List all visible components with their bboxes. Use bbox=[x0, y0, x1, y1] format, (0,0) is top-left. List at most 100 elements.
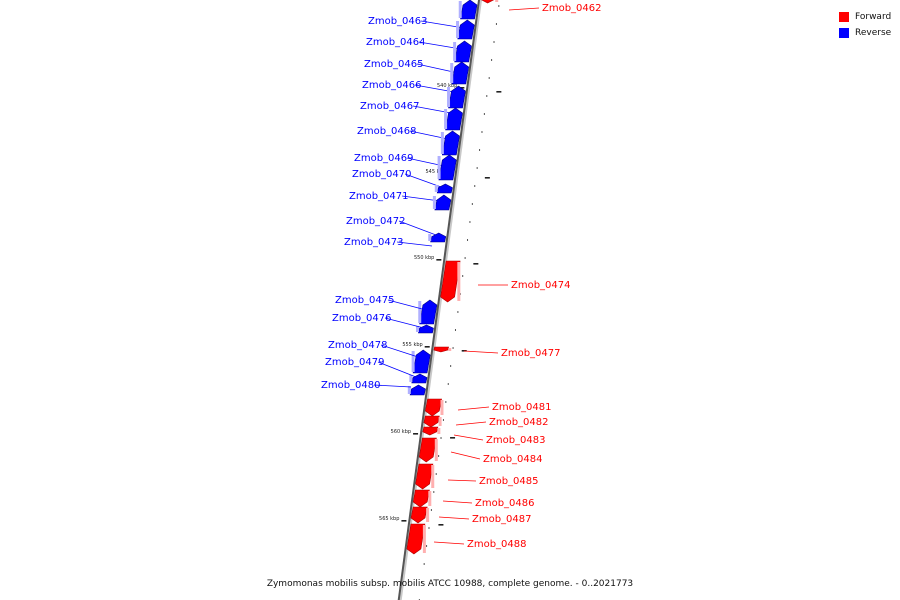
gene-label[interactable]: Zmob_0483 bbox=[486, 435, 546, 446]
legend-item-reverse: Reverse bbox=[839, 25, 891, 41]
forward-swatch bbox=[839, 12, 849, 22]
gene-arrow[interactable] bbox=[412, 489, 430, 508]
gene-leader-line bbox=[387, 299, 427, 311]
tick-label: 560 kbp bbox=[391, 429, 411, 435]
gene-shadow bbox=[444, 109, 448, 129]
gene-arrow[interactable] bbox=[418, 324, 434, 334]
gene-arrow[interactable] bbox=[411, 373, 428, 384]
gene-shadow bbox=[440, 132, 444, 154]
legend-item-forward: Forward bbox=[839, 9, 891, 25]
gene-leader-line bbox=[380, 344, 419, 358]
gene-arrow[interactable] bbox=[448, 85, 466, 109]
gene-shadow bbox=[440, 400, 444, 415]
gene-label[interactable]: Zmob_0473 bbox=[344, 237, 404, 248]
gene-label[interactable]: Zmob_0488 bbox=[467, 539, 527, 550]
gene-label[interactable]: Zmob_0474 bbox=[511, 280, 571, 291]
gene-label[interactable]: Zmob_0476 bbox=[332, 313, 392, 324]
gene-label[interactable]: Zmob_0462 bbox=[542, 3, 602, 14]
gene-arrow[interactable] bbox=[412, 349, 431, 374]
gene-label[interactable]: Zmob_0468 bbox=[357, 126, 417, 137]
gene-label[interactable]: Zmob_0478 bbox=[328, 340, 388, 351]
gene-label[interactable]: Zmob_0466 bbox=[362, 80, 422, 91]
gene-shadow bbox=[448, 348, 452, 351]
gene-label[interactable]: Zmob_0484 bbox=[483, 454, 543, 465]
gene-arrow[interactable] bbox=[434, 194, 452, 211]
gene-arrow[interactable] bbox=[451, 61, 470, 85]
gene-leader-line bbox=[457, 406, 490, 411]
gene-arrow[interactable] bbox=[422, 426, 439, 436]
gene-shadow bbox=[418, 301, 422, 323]
gene-label[interactable]: Zmob_0469 bbox=[354, 153, 414, 164]
gene-shadow bbox=[437, 428, 441, 434]
gene-arrow[interactable] bbox=[410, 506, 428, 524]
gene-shadow bbox=[447, 87, 451, 107]
gene-arrow[interactable] bbox=[415, 463, 434, 490]
gene-arrow[interactable] bbox=[424, 398, 442, 417]
gene-arrow[interactable] bbox=[440, 260, 461, 303]
gene-label[interactable]: Zmob_0471 bbox=[349, 191, 409, 202]
gene-arrow[interactable] bbox=[441, 130, 460, 156]
gene-shadow bbox=[426, 508, 430, 522]
gene-arrow[interactable] bbox=[419, 299, 438, 325]
gene-label[interactable]: Zmob_0470 bbox=[352, 169, 412, 180]
gene-arrow[interactable] bbox=[460, 0, 478, 20]
tick-label: 545 kbp bbox=[425, 169, 445, 175]
gene-arrow[interactable] bbox=[406, 523, 426, 555]
gene-arrow[interactable] bbox=[457, 19, 475, 40]
gene-arrow[interactable] bbox=[438, 154, 457, 181]
gene-label[interactable]: Zmob_0482 bbox=[489, 417, 549, 428]
gene-arrow[interactable] bbox=[445, 107, 463, 131]
gene-shadow bbox=[428, 234, 432, 241]
gene-label[interactable]: Zmob_0475 bbox=[335, 295, 395, 306]
gene-leader-line bbox=[404, 173, 442, 188]
tick-label: 550 kbp bbox=[414, 255, 434, 261]
gene-shadow bbox=[407, 386, 411, 394]
gene-label[interactable]: Zmob_0479 bbox=[325, 357, 385, 368]
gene-leader-line bbox=[373, 384, 412, 388]
gene-shadow bbox=[422, 525, 426, 553]
gene-leader-line bbox=[442, 500, 473, 504]
legend: Forward Reverse bbox=[839, 9, 891, 41]
gene-shadow bbox=[456, 21, 460, 38]
gene-label[interactable]: Zmob_0480 bbox=[321, 380, 381, 391]
gene-shadow bbox=[438, 417, 442, 426]
gene-label[interactable]: Zmob_0467 bbox=[360, 101, 420, 112]
genome-caption: Zymomonas mobilis subsp. mobilis ATCC 10… bbox=[266, 579, 634, 589]
legend-label-reverse: Reverse bbox=[855, 28, 892, 38]
tick-label: 540 kbp bbox=[437, 83, 457, 89]
gene-leader-line bbox=[508, 7, 540, 11]
gene-shadow bbox=[450, 63, 454, 83]
gene-leader-line bbox=[463, 350, 499, 354]
gene-shadow bbox=[495, 0, 499, 2]
gene-label[interactable]: Zmob_0485 bbox=[479, 476, 539, 487]
gene-leader-line bbox=[384, 317, 425, 329]
gene-label[interactable]: Zmob_0477 bbox=[501, 348, 561, 359]
gene-arrow[interactable] bbox=[409, 384, 426, 396]
gene-shadow bbox=[415, 326, 419, 332]
gene-arrow[interactable] bbox=[423, 415, 440, 428]
gene-label[interactable]: Zmob_0465 bbox=[364, 59, 424, 70]
gene-arrow[interactable] bbox=[430, 232, 447, 243]
genome-backbone bbox=[397, 0, 483, 600]
gene-leader-line bbox=[453, 434, 484, 441]
gene-shadow bbox=[428, 491, 432, 506]
gene-leader-line bbox=[377, 361, 417, 378]
gene-arrow[interactable] bbox=[436, 183, 453, 194]
gene-arrow[interactable] bbox=[454, 40, 472, 63]
gene-label[interactable]: Zmob_0481 bbox=[492, 402, 552, 413]
gene-shadow bbox=[434, 439, 438, 461]
gene-shadow bbox=[453, 42, 457, 61]
gene-arrow[interactable] bbox=[418, 437, 437, 463]
gene-label[interactable]: Zmob_0464 bbox=[366, 37, 426, 48]
gene-arrow[interactable] bbox=[433, 346, 449, 353]
gene-label[interactable]: Zmob_0486 bbox=[475, 498, 535, 509]
gene-shadow bbox=[458, 1, 462, 18]
tick-label: 555 kbp bbox=[402, 342, 422, 348]
gene-label[interactable]: Zmob_0472 bbox=[346, 216, 406, 227]
gene-shadow bbox=[457, 262, 461, 301]
reverse-swatch bbox=[839, 28, 849, 38]
gene-label[interactable]: Zmob_0463 bbox=[368, 16, 428, 27]
gene-arrow[interactable] bbox=[481, 0, 496, 4]
gene-label[interactable]: Zmob_0487 bbox=[472, 514, 532, 525]
